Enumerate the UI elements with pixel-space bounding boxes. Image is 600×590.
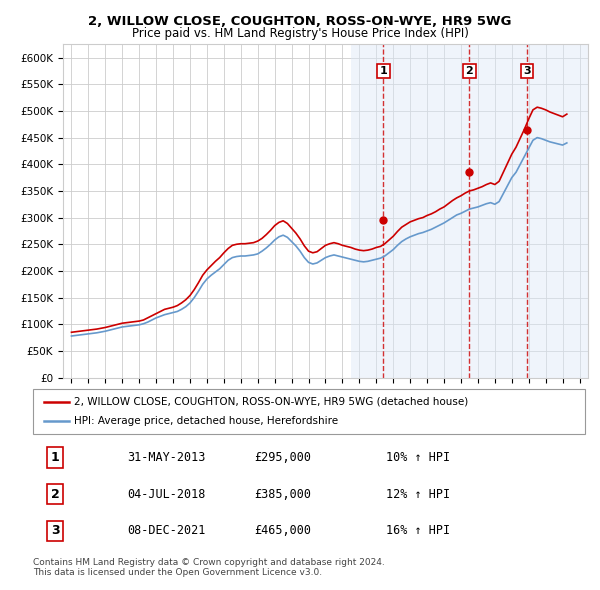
Text: 16% ↑ HPI: 16% ↑ HPI <box>386 525 451 537</box>
Text: 04-JUL-2018: 04-JUL-2018 <box>127 487 205 501</box>
Text: 3: 3 <box>524 66 531 76</box>
Text: 2, WILLOW CLOSE, COUGHTON, ROSS-ON-WYE, HR9 5WG: 2, WILLOW CLOSE, COUGHTON, ROSS-ON-WYE, … <box>88 15 512 28</box>
Text: 31-MAY-2013: 31-MAY-2013 <box>127 451 205 464</box>
Text: 1: 1 <box>51 451 59 464</box>
Text: 10% ↑ HPI: 10% ↑ HPI <box>386 451 451 464</box>
Text: 3: 3 <box>51 525 59 537</box>
Text: 12% ↑ HPI: 12% ↑ HPI <box>386 487 451 501</box>
Text: 2: 2 <box>51 487 59 501</box>
Text: Price paid vs. HM Land Registry's House Price Index (HPI): Price paid vs. HM Land Registry's House … <box>131 27 469 40</box>
Text: 2, WILLOW CLOSE, COUGHTON, ROSS-ON-WYE, HR9 5WG (detached house): 2, WILLOW CLOSE, COUGHTON, ROSS-ON-WYE, … <box>74 397 469 407</box>
Bar <box>351 44 588 378</box>
Text: £385,000: £385,000 <box>254 487 311 501</box>
Text: 08-DEC-2021: 08-DEC-2021 <box>127 525 205 537</box>
Text: 1: 1 <box>380 66 387 76</box>
FancyBboxPatch shape <box>33 389 585 434</box>
Text: HPI: Average price, detached house, Herefordshire: HPI: Average price, detached house, Here… <box>74 417 338 426</box>
Text: 2: 2 <box>466 66 473 76</box>
Text: £465,000: £465,000 <box>254 525 311 537</box>
Text: £295,000: £295,000 <box>254 451 311 464</box>
Text: Contains HM Land Registry data © Crown copyright and database right 2024.
This d: Contains HM Land Registry data © Crown c… <box>33 558 385 577</box>
